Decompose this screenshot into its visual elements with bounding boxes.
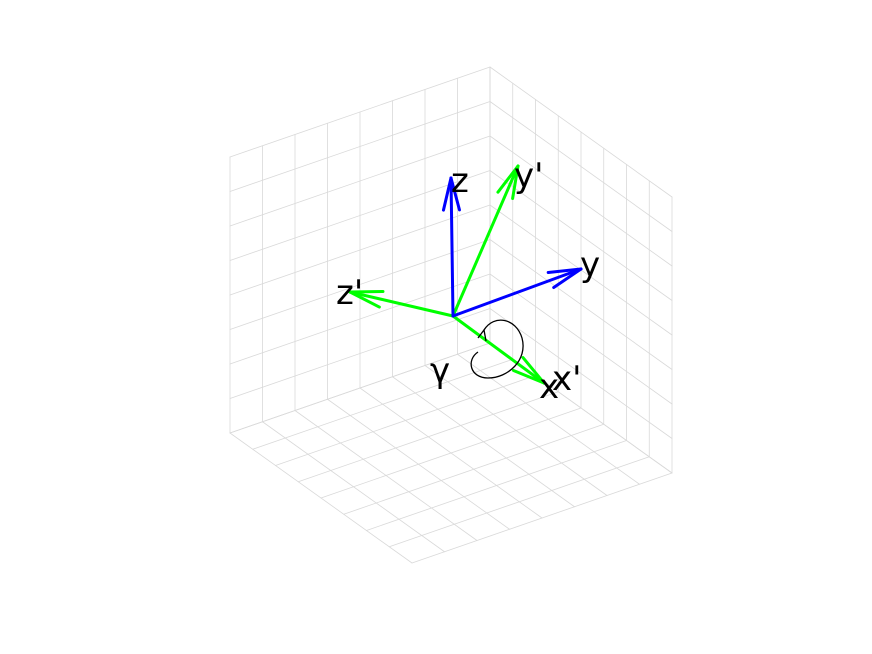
arrow-y-prime (451, 164, 520, 318)
arrow-z-head (449, 176, 461, 212)
arrow-z-head (441, 176, 453, 212)
grid-line (229, 308, 491, 399)
grid-line (343, 423, 605, 515)
grid-line (411, 472, 673, 564)
grid-line (457, 353, 640, 485)
arrow-y-shaft (451, 267, 583, 318)
arrow-z (441, 176, 461, 318)
grid-line (489, 308, 673, 439)
arrow-x-prime-head (511, 368, 546, 385)
rotated-axes (348, 164, 546, 385)
rotation-arc (470, 319, 524, 379)
arrow-x-prime-head (521, 356, 546, 385)
label-gamma: γ (430, 351, 450, 391)
label-z: z (451, 161, 469, 201)
arrow-y-prime-head (511, 164, 520, 201)
grid-face-bottom (229, 342, 673, 564)
arrow-z-prime-head (348, 290, 381, 309)
label-x-prime: x' (552, 359, 581, 399)
grid-line (424, 365, 608, 496)
grid-line (229, 239, 491, 330)
label-y-prime: y' (514, 156, 543, 196)
grid-line (366, 440, 627, 531)
arrow-z-prime (348, 289, 455, 318)
grid-line (392, 376, 575, 508)
grid-line (320, 407, 582, 499)
arrow-y-prime-head (496, 164, 520, 194)
grid-line (489, 239, 673, 370)
grid-line (489, 273, 673, 405)
label-z-prime: z' (336, 273, 363, 313)
arrow-y-head (546, 267, 583, 275)
arrow-y-head (552, 267, 583, 290)
grid-cube (229, 66, 673, 564)
arrow-z-prime-head (348, 289, 385, 294)
arrow-x-prime-shaft (451, 314, 546, 385)
arrow-z-shaft (449, 176, 455, 318)
arrow-y-prime-shaft (451, 164, 520, 318)
label-y: y (580, 245, 600, 285)
grid-face-right (489, 66, 673, 474)
rotation-arc-arrowhead (477, 328, 487, 342)
arrow-y (451, 267, 583, 318)
arrow-z-prime-shaft (348, 290, 455, 318)
label-x: x (539, 367, 559, 407)
arrow-x-prime (451, 314, 546, 385)
original-axes (441, 176, 583, 318)
grid-line (388, 456, 650, 548)
grid-line (229, 273, 491, 365)
grid-line (229, 204, 491, 296)
